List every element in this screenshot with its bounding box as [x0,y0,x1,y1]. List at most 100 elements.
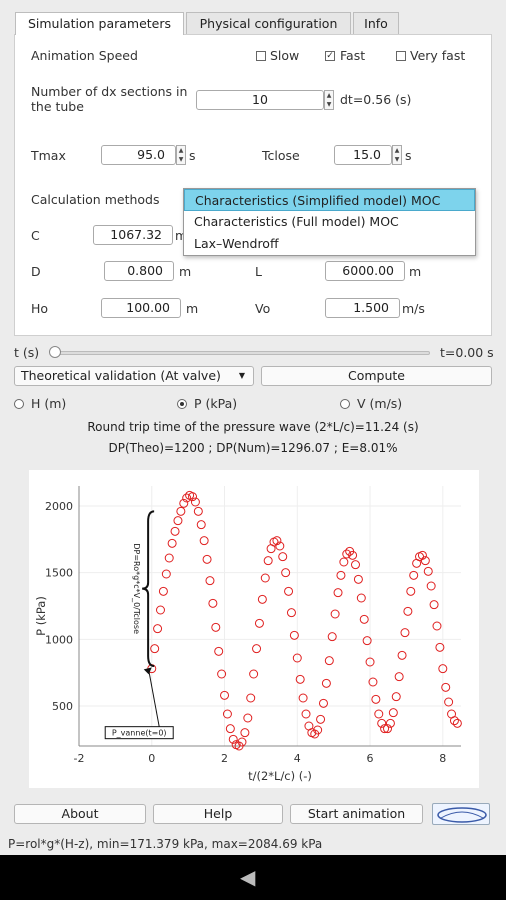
data-point [362,636,372,646]
data-point [301,709,311,719]
help-button[interactable]: Help [153,804,283,824]
time-slider-track[interactable] [52,351,430,355]
tab-simulation-parameters[interactable]: Simulation parameters [15,12,184,35]
data-point [254,618,264,628]
tmax-input[interactable]: 95.0 [101,145,176,165]
data-point [199,536,209,546]
v-radio[interactable] [340,399,350,409]
data-point [158,586,168,596]
arrow-label: P_vanne(t=0) [112,729,167,738]
data-point [275,541,285,551]
data-point [385,718,395,728]
data-point [292,653,302,663]
data-point [263,556,273,566]
tab-physical-configuration[interactable]: Physical configuration [186,12,351,34]
tmax-spinner[interactable]: ▲ ▼ [176,145,186,165]
about-button[interactable]: About [14,804,146,824]
data-point [380,724,390,734]
tab-info[interactable]: Info [353,12,399,34]
data-point [217,669,227,679]
data-point [391,692,401,702]
very-fast-checkbox[interactable] [396,51,406,61]
data-point [444,697,454,707]
data-point [193,506,203,516]
data-point [205,576,215,586]
ho-unit: m [186,301,199,316]
start-animation-button[interactable]: Start animation [290,804,423,824]
d-unit: m [179,264,192,279]
arrow-label-box [104,726,174,740]
data-point [342,549,352,559]
tmax-unit: s [189,148,196,163]
dt-text: dt=0.56 (s) [340,92,412,107]
back-icon[interactable]: ◀ [240,865,256,889]
calc-methods-label: Calculation methods [31,192,160,207]
dx-sections-spinner[interactable]: ▲ ▼ [324,90,334,110]
p-radio[interactable] [177,399,187,409]
x-axis-label: t/(2*L/c) (-) [248,769,312,783]
y-tick-label: 2000 [45,500,73,513]
c-input[interactable]: 1067.32 [93,225,173,245]
calc-option-moc-full[interactable]: Characteristics (Full model) MOC [194,214,399,229]
validation-select[interactable]: Theoretical validation (At valve) ▼ [14,366,254,386]
data-point [170,526,180,536]
data-point [182,493,192,503]
data-point [403,606,413,616]
data-point [225,724,235,734]
data-point [406,586,416,596]
data-point [155,605,165,615]
l-label: L [255,264,262,279]
calc-option-moc-simplified[interactable]: Characteristics (Simplified model) MOC [184,189,475,211]
data-point [423,566,433,576]
l-input[interactable]: 6000.00 [325,261,405,281]
ho-input[interactable]: 100.00 [101,298,181,318]
p-radio-label: P (kPa) [194,396,238,411]
data-point [246,693,256,703]
data-point [190,497,200,507]
tclose-unit: s [405,148,412,163]
slow-checkbox[interactable] [256,51,266,61]
data-point [359,614,369,624]
compute-button[interactable]: Compute [261,366,492,386]
data-point [409,570,419,580]
l-unit: m [409,264,422,279]
footer-status-text: P=rol*g*(H-z), min=171.379 kPa, max=2084… [8,837,323,851]
navigation-bar: ◀ [0,855,506,900]
time-slider-handle[interactable] [49,346,61,358]
vo-label: Vo [255,301,271,316]
v-radio-label: V (m/s) [357,396,403,411]
tclose-spinner[interactable]: ▲ ▼ [392,145,402,165]
data-point [252,644,262,654]
data-point [295,674,305,684]
arrow-head [143,667,152,675]
calc-methods-dropdown[interactable]: Characteristics (Simplified model) MOC C… [183,188,476,256]
chevron-down-icon: ▼ [238,371,245,380]
data-point [316,714,326,724]
tclose-input[interactable]: 15.0 [334,145,392,165]
vo-input[interactable]: 1.500 [325,298,400,318]
dp-info: DP(Theo)=1200 ; DP(Num)=1296.07 ; E=8.01… [108,441,398,455]
y-axis-label: P (kPa) [34,596,48,636]
data-point [286,608,296,618]
data-point [365,657,375,667]
data-point [237,737,247,747]
h-radio[interactable] [14,399,24,409]
data-point [400,628,410,638]
data-point [441,682,451,692]
data-point [327,632,337,642]
d-input[interactable]: 0.800 [104,261,174,281]
simulation-parameters-panel [14,34,492,336]
dx-sections-input[interactable]: 10 [196,90,324,110]
x-tick-label: 6 [367,752,374,765]
logo-icon[interactable] [432,803,490,825]
fast-label: Fast [340,48,366,63]
fast-checkbox[interactable]: ✓ [325,51,335,61]
data-point [353,574,363,584]
data-point [348,550,358,560]
data-point [330,609,340,619]
calc-option-lax-wendroff[interactable]: Lax–Wendroff [194,236,279,251]
data-point [324,656,334,666]
h-radio-label: H (m) [31,396,67,411]
data-point [281,568,291,578]
data-point [179,498,189,508]
